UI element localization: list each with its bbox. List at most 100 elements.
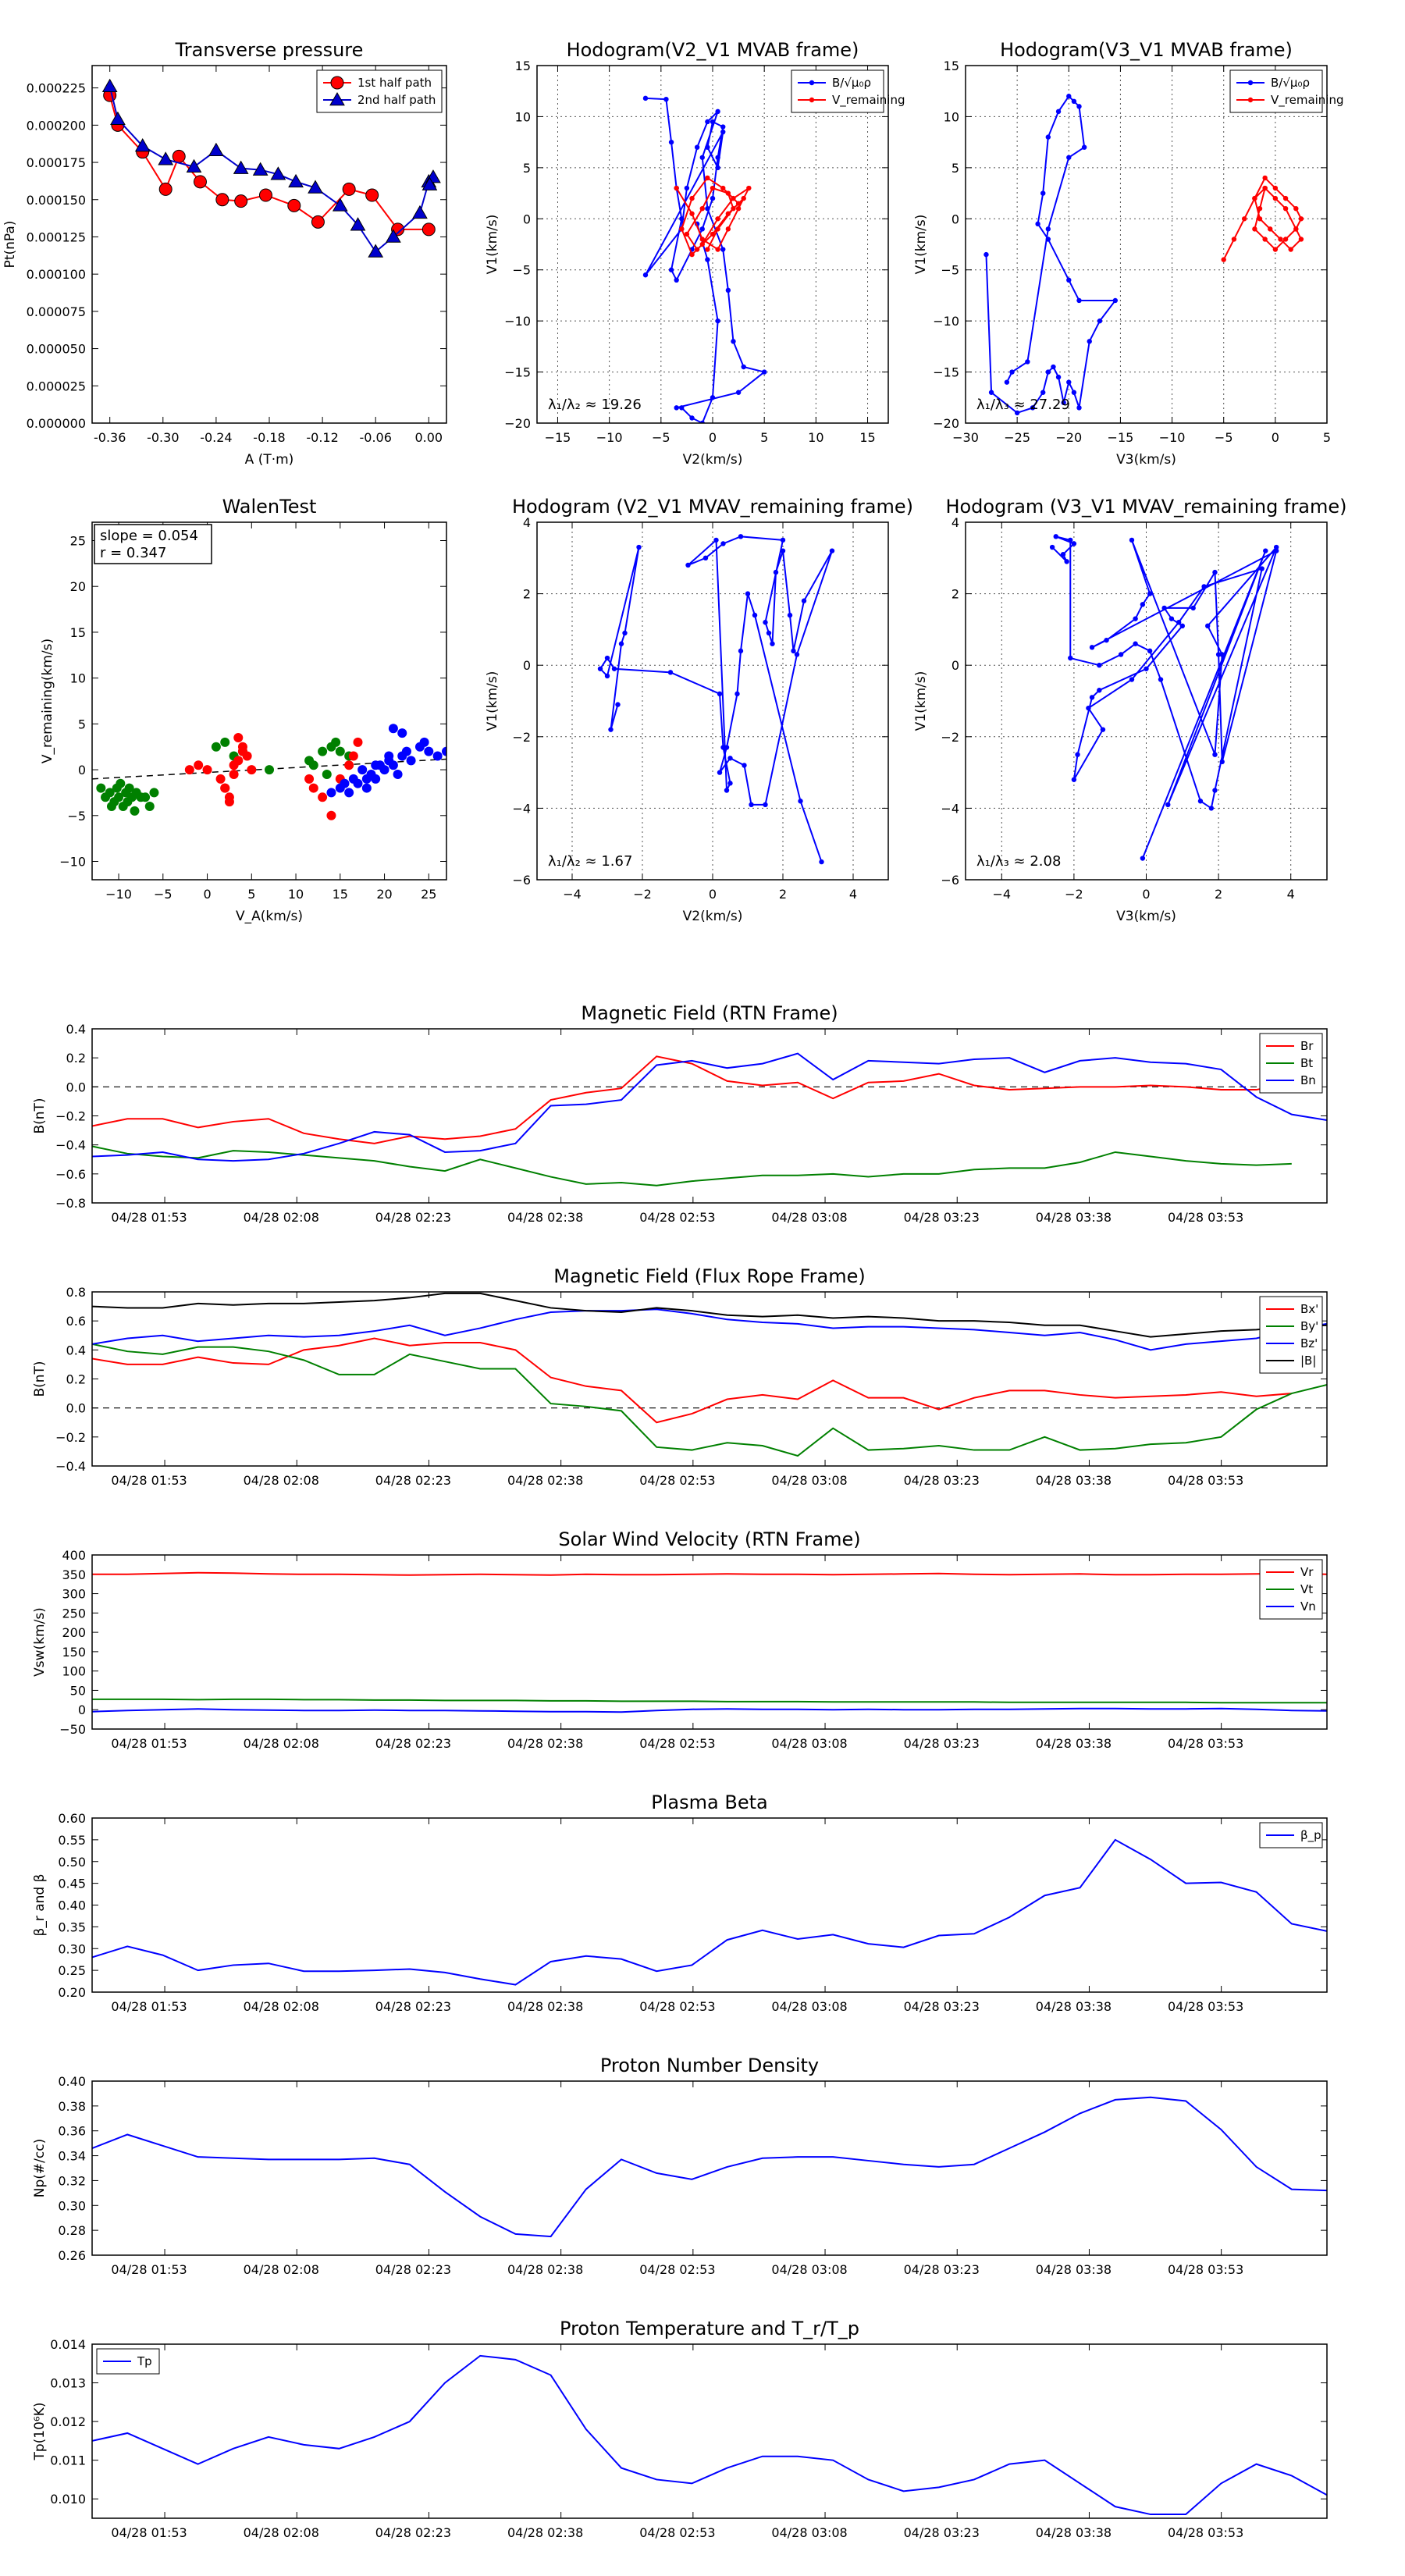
data-point [725, 287, 731, 294]
y-tick-label: −20 [504, 416, 531, 431]
x-tick-label: 04/28 03:38 [1036, 1473, 1112, 1488]
series-group [597, 534, 835, 865]
data-point [1071, 541, 1077, 546]
y-tick-label: −0.4 [55, 1459, 86, 1474]
data-point [731, 195, 736, 201]
data-point [233, 160, 249, 174]
data-point [752, 612, 758, 618]
data-point [1252, 226, 1257, 232]
x-tick-label: 04/28 01:53 [111, 1473, 187, 1488]
annotation-text: λ₁/λ₃ ≈ 27.29 [976, 397, 1070, 413]
y-tick-label: 5 [78, 717, 86, 731]
data-point [1129, 677, 1135, 682]
data-point [699, 226, 705, 232]
scatter-point [442, 746, 446, 756]
x-tick-label: 2 [1215, 887, 1222, 902]
data-point [1144, 666, 1149, 671]
data-point [674, 185, 679, 191]
y-axis-label: V1(km/s) [485, 671, 500, 731]
data-point [780, 537, 786, 543]
x-tick-label: 0 [1142, 887, 1150, 902]
y-tick-label: −20 [933, 416, 959, 431]
y-tick-label: 0.8 [66, 1285, 86, 1300]
chart-title: Magnetic Field (Flux Rope Frame) [553, 1265, 865, 1287]
data-point [368, 244, 384, 258]
data-point [1208, 806, 1215, 811]
data-point [258, 188, 272, 202]
plot-frame [91, 2343, 1328, 2519]
data-point [749, 802, 754, 808]
legend-label: Vr [1300, 1565, 1314, 1579]
data-point [1040, 190, 1046, 196]
chart-title: WalenTest [222, 496, 317, 518]
y-tick-label: 15 [944, 59, 959, 73]
data-point [1064, 559, 1069, 564]
data-point [1197, 799, 1204, 804]
data-point [1293, 206, 1299, 212]
x-tick-label: 04/28 03:23 [904, 2262, 980, 2277]
legend-label: Br [1300, 1039, 1314, 1053]
data-point [766, 630, 772, 636]
data-point [1263, 548, 1268, 553]
x-tick-label: 04/28 02:53 [639, 2525, 715, 2540]
y-tick-label: −5 [67, 809, 86, 824]
data-point [622, 630, 628, 636]
plot-frame [965, 65, 1328, 424]
data-point [705, 119, 710, 125]
x-tick-label: 04/28 03:53 [1168, 2525, 1243, 2540]
scatter-point [114, 792, 124, 802]
data-point [1257, 216, 1263, 222]
data-point [780, 548, 786, 553]
scatter-point [220, 737, 230, 747]
scatter-point [144, 802, 155, 812]
chart-title: Proton Number Density [600, 2055, 819, 2076]
scatter-point [397, 728, 407, 738]
x-tick-label: −2 [1065, 887, 1083, 902]
scatter-point [371, 760, 381, 770]
data-point [1071, 777, 1077, 782]
data-point [1140, 602, 1146, 607]
scatter-point [116, 778, 126, 788]
y-tick-label: 0.40 [58, 2074, 86, 2089]
series-line-0 [92, 1055, 1293, 1144]
scatter-point [237, 742, 247, 752]
x-tick-label: 15 [333, 887, 348, 902]
data-point [1282, 237, 1289, 242]
scatter-point [353, 737, 363, 747]
data-point [1040, 390, 1046, 395]
data-point [1241, 216, 1247, 222]
y-tick-label: 5 [523, 161, 531, 176]
data-point [1076, 405, 1082, 411]
data-point [1100, 727, 1106, 732]
chart-title: Transverse pressure [175, 39, 364, 61]
y-tick-label: −0.2 [55, 1109, 86, 1124]
data-point [720, 129, 726, 135]
y-tick-label: 0.20 [58, 1985, 86, 2000]
data-point [684, 231, 690, 237]
data-point [668, 139, 674, 145]
y-axis-label: β_r and β [32, 1874, 48, 1937]
data-point [287, 198, 301, 212]
y-tick-label: 0.40 [58, 1898, 86, 1913]
y-tick-label: 0.0 [66, 1401, 86, 1416]
data-point [791, 648, 796, 654]
data-point [1097, 318, 1103, 324]
legend-marker [809, 97, 815, 103]
y-tick-label: −6 [941, 873, 959, 888]
data-point [763, 802, 768, 808]
legend-label: V_remaining [1271, 93, 1344, 108]
data-point [1231, 237, 1237, 242]
annotation-box [94, 524, 212, 564]
data-point [412, 205, 428, 219]
scatter-point [326, 810, 336, 820]
data-point [1212, 752, 1218, 757]
data-point [1215, 652, 1222, 657]
data-point [705, 206, 710, 212]
data-point [1086, 705, 1091, 711]
y-tick-label: 0 [78, 763, 86, 777]
data-point [699, 420, 705, 423]
legend-label: Vn [1300, 1599, 1316, 1614]
y-tick-label: 25 [70, 533, 86, 548]
y-tick-label: 0.013 [50, 2376, 86, 2391]
series-group [1049, 534, 1279, 861]
